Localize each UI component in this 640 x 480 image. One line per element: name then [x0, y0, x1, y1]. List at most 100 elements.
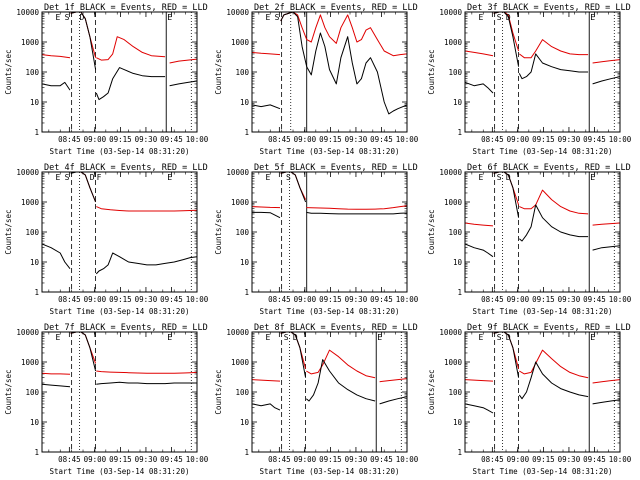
x-tick-label: 08:45: [268, 135, 291, 144]
y-tick-label: 10: [453, 258, 463, 267]
x-axis-label: Start Time (03-Sep-14 08:31:20): [260, 147, 400, 156]
x-tick-label: 10:00: [396, 135, 419, 144]
x-tick-label: 08:45: [481, 455, 504, 464]
x-tick-label: 10:00: [609, 295, 632, 304]
events-series-line: [465, 81, 494, 94]
events-series-line: [95, 252, 197, 275]
x-tick-label: 09:30: [345, 455, 368, 464]
x-tick-label: 09:30: [345, 135, 368, 144]
lld-series-line: [518, 39, 589, 59]
y-axis-label: Counts/sec: [4, 369, 13, 414]
plot-frame: [464, 331, 621, 453]
interval-marker-label: D: [506, 173, 511, 182]
lld-series-line: [306, 205, 407, 210]
y-axis-label: Counts/sec: [427, 369, 436, 414]
panel-title: Det 4f BLACK = Events, RED = LLD: [44, 163, 208, 173]
x-tick-label: 08:45: [58, 455, 81, 464]
detector-panel-9: Det 9f BLACK = Events, RED = LLD Counts/s…: [427, 323, 632, 476]
y-tick-label: 1: [244, 128, 249, 137]
detector-panel-7: Det 7f BLACK = Events, RED = LLD Counts/s…: [4, 323, 209, 476]
x-axis-label: Start Time (03-Sep-14 08:31:20): [473, 307, 613, 316]
events-series-line: [252, 403, 281, 411]
lld-series-line: [169, 58, 197, 64]
y-axis-label: Counts/sec: [214, 369, 223, 414]
lld-series-line: [96, 36, 166, 61]
y-tick-label: 1: [34, 128, 39, 137]
x-tick-label: 09:15: [532, 455, 555, 464]
events-series-line: [70, 332, 97, 372]
x-tick-label: 09:15: [319, 455, 342, 464]
detector-panel-2: Det 2f BLACK = Events, RED = LLD Counts/s…: [214, 3, 419, 156]
x-tick-label: 09:45: [370, 135, 393, 144]
plot-frame: [41, 171, 198, 293]
y-tick-label: 10: [30, 418, 40, 427]
x-tick-label: 09:30: [345, 295, 368, 304]
y-tick-label: 1000: [444, 38, 463, 47]
interval-marker-label: E: [377, 333, 382, 342]
lld-series-line: [252, 51, 281, 56]
panel-title: Det 3f BLACK = Events, RED = LLD: [467, 3, 631, 13]
y-tick-label: 1: [457, 448, 462, 457]
y-tick-label: 1: [34, 448, 39, 457]
lld-series-line: [252, 206, 281, 209]
y-tick-label: 10000: [226, 328, 249, 337]
y-tick-label: 10000: [439, 8, 462, 17]
y-tick-label: 1000: [231, 38, 250, 47]
panel-title: Det 9f BLACK = Events, RED = LLD: [467, 323, 631, 333]
events-series-line: [252, 211, 281, 219]
x-tick-label: 09:15: [109, 135, 132, 144]
y-tick-label: 10000: [16, 168, 39, 177]
x-tick-label: 09:00: [84, 295, 107, 304]
x-tick-label: 09:30: [135, 295, 158, 304]
y-axis-label: Counts/sec: [214, 209, 223, 254]
x-tick-label: 09:15: [532, 135, 555, 144]
panel-title: Det 5f BLACK = Events, RED = LLD: [254, 163, 418, 173]
x-axis-label: Start Time (03-Sep-14 08:31:20): [473, 467, 613, 476]
y-axis-label: Counts/sec: [214, 49, 223, 94]
y-tick-label: 10000: [226, 8, 249, 17]
events-series-line: [518, 204, 589, 242]
events-series-line: [592, 245, 620, 251]
x-axis-label: Start Time (03-Sep-14 08:31:20): [473, 147, 613, 156]
x-tick-label: 10:00: [396, 295, 419, 304]
interval-marker-label: D: [506, 13, 511, 22]
x-tick-label: 09:00: [84, 135, 107, 144]
y-tick-label: 100: [448, 228, 462, 237]
lld-series-line: [252, 379, 281, 382]
x-tick-label: 09:15: [109, 295, 132, 304]
plot-frame: [41, 11, 198, 133]
plot-frame: [251, 331, 408, 453]
x-tick-label: 09:15: [319, 135, 342, 144]
x-tick-label: 09:45: [370, 455, 393, 464]
interval-marker-label: E: [167, 333, 172, 342]
events-series-line: [592, 76, 620, 85]
lld-series-line: [306, 349, 376, 379]
y-tick-label: 100: [235, 228, 249, 237]
lld-series-line: [70, 332, 97, 364]
interval-marker-label: E: [266, 13, 271, 22]
plot-frame: [464, 171, 621, 293]
detector-panel-1: Det 1f BLACK = Events, RED = LLD Counts/s…: [4, 3, 209, 156]
lld-series-line: [280, 172, 307, 200]
y-axis-label: Counts/sec: [4, 209, 13, 254]
x-tick-label: 09:00: [294, 455, 317, 464]
x-tick-label: 10:00: [186, 135, 209, 144]
events-series-line: [379, 396, 407, 405]
x-tick-label: 09:45: [160, 295, 183, 304]
lld-series-line: [592, 59, 620, 64]
plot-frame: [464, 11, 621, 133]
x-axis-label: Start Time (03-Sep-14 08:31:20): [260, 467, 400, 476]
interval-marker-label: D: [90, 173, 95, 182]
interval-marker-label: D: [293, 333, 298, 342]
y-tick-label: 100: [235, 388, 249, 397]
events-series-line: [518, 361, 589, 400]
detector-panel-4: Det 4f BLACK = Events, RED = LLD Counts/s…: [4, 163, 209, 316]
panel-title: Det 6f BLACK = Events, RED = LLD: [467, 163, 631, 173]
interval-marker-label: E: [266, 173, 271, 182]
y-tick-label: 1000: [444, 358, 463, 367]
y-tick-label: 10: [453, 98, 463, 107]
panel-title: Det 7f BLACK = Events, RED = LLD: [44, 323, 208, 333]
interval-marker-label: E: [590, 173, 595, 182]
x-tick-label: 09:00: [84, 455, 107, 464]
